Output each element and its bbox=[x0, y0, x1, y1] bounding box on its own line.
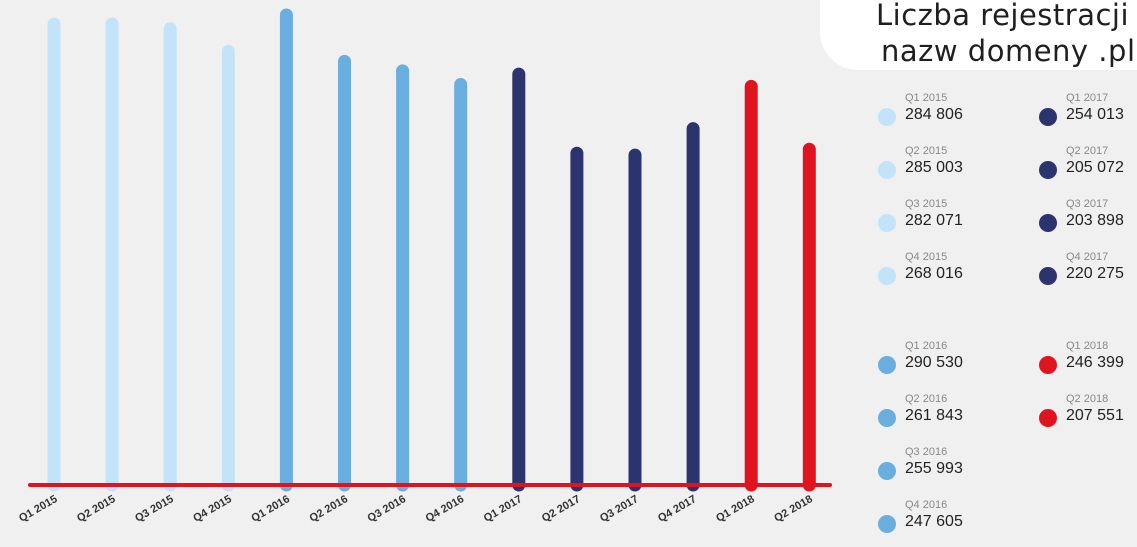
x-tick-label: Q4 2016 bbox=[424, 493, 467, 524]
x-tick-label: Q1 2015 bbox=[17, 493, 60, 524]
x-tick-label: Q3 2016 bbox=[366, 493, 409, 524]
x-tick-label: Q4 2015 bbox=[191, 493, 234, 524]
x-tick-labels: Q1 2015 Q2 2015 Q3 2015 Q4 2015 Q1 2016 Q2 20… bbox=[17, 493, 815, 524]
x-tick-label: Q3 2017 bbox=[598, 493, 641, 524]
title-card: Liczba rejestracji nazw domeny .pl bbox=[820, 0, 1137, 70]
x-tick-label: Q3 2015 bbox=[133, 493, 176, 524]
x-tick-label: Q2 2018 bbox=[772, 493, 815, 524]
x-tick-label: Q1 2016 bbox=[249, 493, 292, 524]
x-tick-label: Q2 2016 bbox=[307, 493, 350, 524]
x-tick-label: Q2 2015 bbox=[75, 493, 118, 524]
x-tick-label: Q2 2017 bbox=[540, 493, 583, 524]
bars-group bbox=[47, 8, 816, 492]
x-tick-label: Q1 2018 bbox=[714, 493, 757, 524]
x-tick-label: Q1 2017 bbox=[482, 493, 525, 524]
chart-title-line1: Liczba rejestracji bbox=[876, 0, 1130, 32]
x-tick-label: Q4 2017 bbox=[656, 493, 699, 524]
chart-title-line2: nazw domeny .pl bbox=[881, 34, 1136, 68]
